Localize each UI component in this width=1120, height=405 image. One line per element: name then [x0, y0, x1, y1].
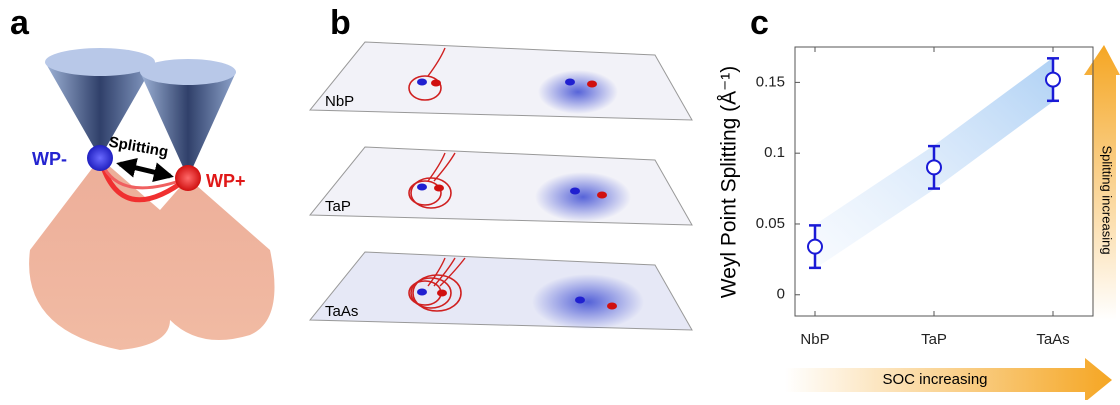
- data-point: [927, 160, 941, 174]
- data-point: [1046, 73, 1060, 87]
- plane: TaAs: [310, 252, 692, 330]
- y-tick-label: 0.1: [764, 144, 785, 161]
- x-tick-label: TaAs: [1036, 331, 1069, 348]
- plane-label: NbP: [325, 93, 354, 110]
- weyl-dot: [431, 80, 441, 87]
- weyl-dot: [575, 297, 585, 304]
- wp-plus: WP+: [206, 171, 246, 191]
- split-arrow: [120, 164, 170, 176]
- weyl-dot: [417, 289, 427, 296]
- soc-label: SOC increasing: [882, 371, 987, 388]
- plane-label: TaAs: [325, 303, 358, 320]
- weyl-dot: [587, 81, 597, 88]
- weyl-dot: [607, 303, 617, 310]
- weyl-dot: [570, 188, 580, 195]
- wp-minus: WP-: [32, 149, 67, 169]
- y-tick-label: 0.15: [756, 73, 785, 90]
- weyl-dot: [434, 185, 444, 192]
- plane: TaP: [310, 147, 692, 225]
- arpes-blob: [532, 274, 644, 330]
- data-point: [808, 240, 822, 254]
- weyl-dot: [597, 192, 607, 199]
- arpes-blob: [538, 70, 618, 114]
- cone-top: [45, 48, 155, 76]
- plane-label: TaP: [325, 198, 351, 215]
- splitting-label: Splitting increasing: [1100, 145, 1115, 254]
- panel-label: b: [330, 4, 351, 42]
- weyl-dot: [417, 79, 427, 86]
- plane-sheet: [310, 147, 692, 225]
- cone-top: [140, 59, 236, 85]
- weyl-dot: [437, 290, 447, 297]
- y-axis-label: Weyl Point Splitting (Å⁻¹): [718, 66, 741, 298]
- plane-sheet: [310, 42, 692, 120]
- y-tick-label: 0.05: [756, 215, 785, 232]
- upper-cone: [140, 72, 236, 178]
- x-tick-label: TaP: [921, 331, 947, 348]
- figure: a WP- WP+ Splitting b NbP TaP TaAs c SOC i…: [0, 0, 1120, 400]
- panel-b: b NbP TaP TaAs: [310, 4, 692, 330]
- plane: NbP: [310, 42, 692, 120]
- arpes-blob: [535, 172, 631, 222]
- panel-c: c SOC increasing Splitting increasing We…: [718, 4, 1120, 400]
- splitting: Splitting: [107, 134, 169, 161]
- panel-label: a: [10, 4, 30, 42]
- weyl-dot: [565, 79, 575, 86]
- weyl-point: [175, 165, 201, 191]
- panel-label: c: [750, 4, 769, 42]
- panel-a: a WP- WP+ Splitting: [10, 4, 275, 350]
- weyl-dot: [417, 184, 427, 191]
- x-tick-label: NbP: [800, 331, 829, 348]
- y-tick-label: 0: [777, 286, 785, 303]
